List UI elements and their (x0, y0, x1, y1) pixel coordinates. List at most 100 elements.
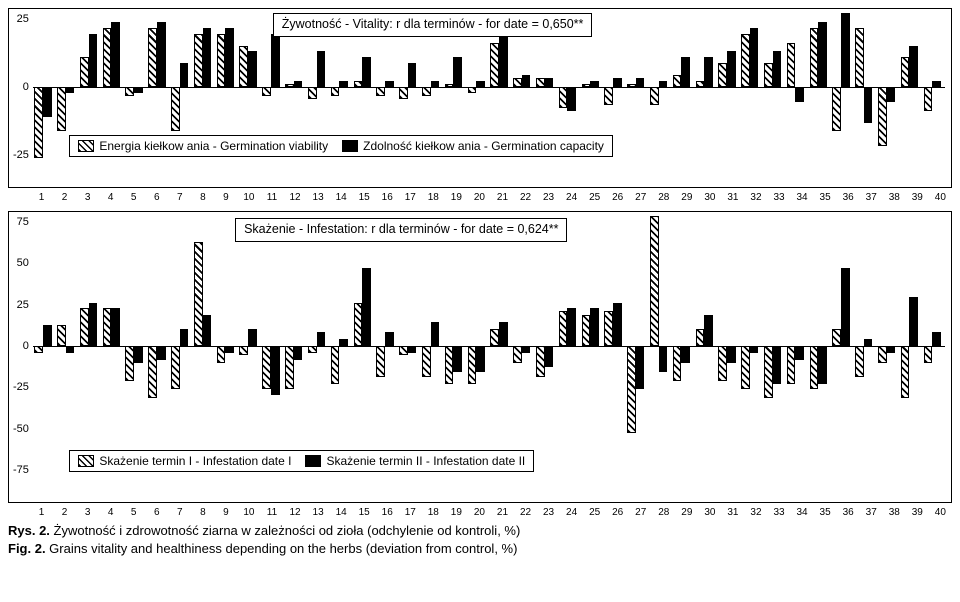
bar (718, 346, 727, 381)
bar (203, 28, 212, 87)
y-tick: 25 (17, 13, 29, 25)
chart1-title: Żywotność - Vitality: r dla terminów - f… (273, 13, 593, 37)
x-tick: 28 (652, 192, 675, 203)
bar (810, 346, 819, 389)
x-tick: 32 (744, 192, 767, 203)
bar (203, 315, 212, 346)
bar (795, 346, 804, 360)
bar (362, 268, 371, 346)
bar (727, 51, 736, 87)
x-tick: 3 (76, 192, 99, 203)
bar (490, 43, 499, 87)
bar (832, 87, 841, 131)
bar (810, 28, 819, 87)
bar (650, 216, 659, 346)
x-tick: 8 (191, 507, 214, 518)
bar (696, 329, 705, 346)
x-tick: 6 (145, 192, 168, 203)
x-tick: 17 (399, 507, 422, 518)
bar (513, 78, 522, 87)
x-tick: 22 (514, 507, 537, 518)
bar (887, 87, 896, 102)
y-tick: -50 (13, 423, 29, 435)
x-tick: 28 (652, 507, 675, 518)
bar (376, 87, 385, 96)
x-tick: 9 (214, 192, 237, 203)
bar (559, 311, 568, 346)
chart1-baseline (33, 87, 945, 88)
bar (271, 346, 280, 395)
bar (453, 346, 462, 372)
bar (66, 346, 75, 353)
chart1-y-axis: 250-25 (13, 13, 33, 161)
bar (773, 346, 782, 384)
bar (317, 51, 326, 87)
bar (727, 346, 736, 363)
chart2-plot: Skażenie termin I - Infestation date I S… (33, 216, 945, 476)
bar (901, 346, 910, 398)
bar (399, 87, 408, 99)
bar (34, 346, 43, 353)
bar (468, 346, 477, 384)
bar (385, 332, 394, 346)
x-tick: 29 (675, 192, 698, 203)
bar (248, 51, 257, 87)
x-tick: 7 (168, 192, 191, 203)
bar (422, 346, 431, 377)
x-tick: 5 (122, 507, 145, 518)
x-tick: 33 (768, 507, 791, 518)
bar (750, 346, 759, 353)
x-tick: 40 (929, 192, 952, 203)
bar (111, 308, 120, 346)
bar (773, 51, 782, 87)
x-tick: 33 (768, 192, 791, 203)
bar (659, 346, 668, 372)
bar (43, 325, 52, 346)
bar (545, 78, 554, 87)
bar (901, 57, 910, 87)
x-tick: 27 (629, 192, 652, 203)
bar (362, 57, 371, 87)
y-tick: 75 (17, 216, 29, 228)
bar (864, 339, 873, 346)
figure-caption: Rys. 2. Żywotność i zdrowotność ziarna w… (8, 522, 952, 557)
x-tick: 40 (929, 507, 952, 518)
bar (180, 329, 189, 346)
bar (909, 46, 918, 87)
y-tick: 0 (23, 81, 29, 93)
bar (741, 34, 750, 87)
x-tick: 8 (191, 192, 214, 203)
legend-item-capacity: Zdolność kiełkow ania - Germination capa… (342, 139, 604, 153)
bar (225, 346, 234, 353)
bar (818, 346, 827, 384)
x-tick: 12 (284, 507, 307, 518)
bar (673, 346, 682, 381)
caption-line1-text: Żywotność i zdrowotność ziarna w zależno… (50, 523, 520, 538)
bar (125, 346, 134, 381)
bar (741, 346, 750, 389)
bar (262, 346, 271, 389)
x-tick: 35 (814, 192, 837, 203)
x-tick: 20 (468, 192, 491, 203)
x-tick: 21 (491, 507, 514, 518)
caption-line-2: Fig. 2. Grains vitality and healthiness … (8, 540, 952, 558)
bar (567, 308, 576, 346)
bar (217, 346, 226, 363)
bar (681, 346, 690, 363)
bar (613, 78, 622, 87)
bar (34, 87, 43, 158)
hatch-swatch-icon (78, 455, 94, 467)
bar (536, 346, 545, 377)
y-tick: 0 (23, 340, 29, 352)
bar (582, 315, 591, 346)
legend-label-infest2: Skażenie termin II - Infestation date II (326, 454, 525, 468)
bar (171, 346, 180, 389)
bar (545, 346, 554, 367)
x-tick: 9 (214, 507, 237, 518)
x-tick: 10 (237, 507, 260, 518)
x-tick: 11 (260, 192, 283, 203)
x-tick: 13 (307, 192, 330, 203)
bar (499, 28, 508, 87)
bar (262, 87, 271, 96)
x-tick: 19 (445, 507, 468, 518)
